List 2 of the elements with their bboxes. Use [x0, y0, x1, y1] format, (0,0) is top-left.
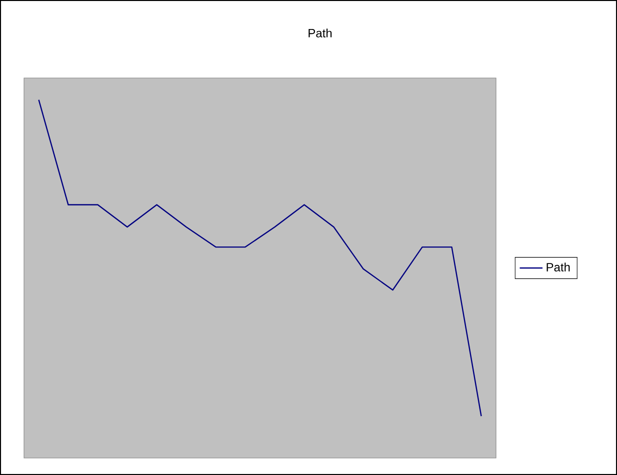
- legend-label: Path: [546, 262, 570, 272]
- chart-title: Path: [308, 28, 332, 38]
